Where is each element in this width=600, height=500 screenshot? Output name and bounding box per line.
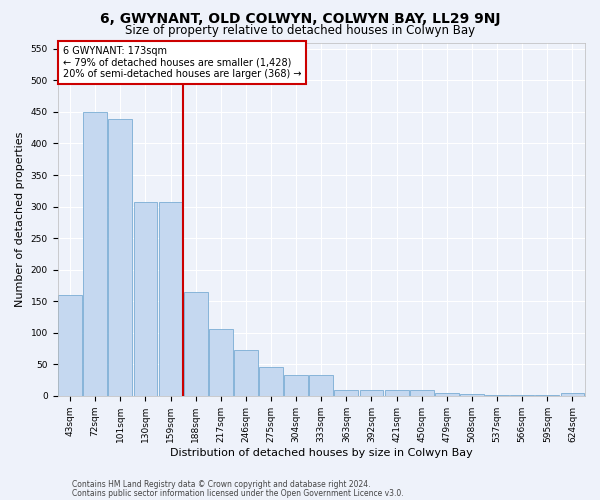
Bar [435, 392, 459, 396]
Bar [410, 390, 434, 396]
Text: Contains public sector information licensed under the Open Government Licence v3: Contains public sector information licen… [72, 488, 404, 498]
X-axis label: Distribution of detached houses by size in Colwyn Bay: Distribution of detached houses by size … [170, 448, 473, 458]
Bar [310, 375, 333, 396]
Bar [284, 375, 308, 396]
Bar [134, 202, 157, 396]
Text: Size of property relative to detached houses in Colwyn Bay: Size of property relative to detached ho… [125, 24, 475, 37]
Bar [234, 350, 258, 396]
Bar [184, 292, 208, 396]
Bar [485, 394, 509, 396]
Bar [109, 120, 132, 396]
Bar [83, 112, 107, 396]
Bar [460, 394, 484, 396]
Bar [535, 395, 559, 396]
Bar [359, 390, 383, 396]
Text: 6, GWYNANT, OLD COLWYN, COLWYN BAY, LL29 9NJ: 6, GWYNANT, OLD COLWYN, COLWYN BAY, LL29… [100, 12, 500, 26]
Bar [560, 392, 584, 396]
Bar [334, 390, 358, 396]
Y-axis label: Number of detached properties: Number of detached properties [15, 132, 25, 307]
Bar [209, 329, 233, 396]
Text: Contains HM Land Registry data © Crown copyright and database right 2024.: Contains HM Land Registry data © Crown c… [72, 480, 371, 489]
Text: 6 GWYNANT: 173sqm
← 79% of detached houses are smaller (1,428)
20% of semi-detac: 6 GWYNANT: 173sqm ← 79% of detached hous… [63, 46, 301, 79]
Bar [510, 394, 534, 396]
Bar [385, 390, 409, 396]
Bar [58, 295, 82, 396]
Bar [259, 368, 283, 396]
Bar [158, 202, 182, 396]
